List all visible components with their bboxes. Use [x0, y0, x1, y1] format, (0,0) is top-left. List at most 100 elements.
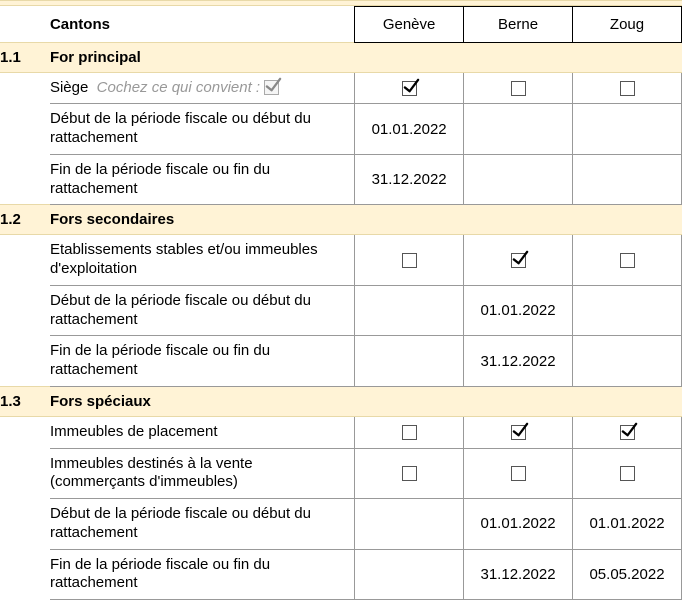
row-label-prefix: Siège	[50, 79, 88, 96]
section-row-1.2: 1.2Fors secondaires	[0, 205, 682, 235]
section-row-1.3: 1.3Fors spéciaux	[0, 386, 682, 416]
body-row: Début de la période fiscale ou début du …	[0, 285, 682, 336]
row-label-cell: Immeubles de placement	[50, 416, 355, 448]
row-num-spacer	[0, 285, 50, 336]
check-cell	[573, 416, 682, 448]
value-cell: 31.12.2022	[355, 154, 464, 205]
value-cell: 31.12.2022	[464, 549, 573, 600]
canton-header-1: Berne	[464, 7, 573, 43]
value-cell	[355, 499, 464, 550]
value-cell: 01.01.2022	[573, 499, 682, 550]
section-title: Fors secondaires	[50, 205, 682, 235]
body-row: Immeubles destinés à la vente (commerçan…	[0, 448, 682, 499]
row-label: Début de la période fiscale ou début du …	[50, 292, 311, 328]
checkbox-icon[interactable]	[402, 253, 417, 268]
cantons-table: CantonsGenèveBerneZoug1.1For principalSi…	[0, 6, 682, 600]
row-num-spacer	[0, 549, 50, 600]
value-cell	[573, 154, 682, 205]
check-cell	[464, 72, 573, 104]
check-cell	[355, 416, 464, 448]
row-label-cell: Début de la période fiscale ou début du …	[50, 499, 355, 550]
row-num-spacer	[0, 154, 50, 205]
row-label: Immeubles de placement	[50, 423, 218, 440]
check-cell	[573, 235, 682, 286]
value-cell	[355, 285, 464, 336]
body-row: Fin de la période fiscale ou fin du ratt…	[0, 549, 682, 600]
section-number: 1.3	[0, 386, 50, 416]
checkbox-icon[interactable]	[511, 81, 526, 96]
section-number: 1.2	[0, 205, 50, 235]
row-label: Fin de la période fiscale ou fin du ratt…	[50, 556, 270, 592]
check-cell	[355, 235, 464, 286]
checkbox-icon[interactable]	[402, 81, 417, 96]
header-num-spacer	[0, 7, 50, 43]
row-label-cell: Début de la période fiscale ou début du …	[50, 104, 355, 155]
value-cell	[573, 285, 682, 336]
header-title: Cantons	[50, 7, 355, 43]
row-label-cell: Etablissements stables et/ou immeubles d…	[50, 235, 355, 286]
check-cell	[464, 416, 573, 448]
body-row: Siège Cochez ce qui convient :	[0, 72, 682, 104]
row-label-cell: Fin de la période fiscale ou fin du ratt…	[50, 154, 355, 205]
value-cell: 31.12.2022	[464, 336, 573, 387]
row-num-spacer	[0, 416, 50, 448]
body-row: Début de la période fiscale ou début du …	[0, 499, 682, 550]
check-cell	[355, 448, 464, 499]
canton-header-2: Zoug	[573, 7, 682, 43]
check-cell	[464, 448, 573, 499]
row-num-spacer	[0, 104, 50, 155]
checkbox-icon[interactable]	[620, 425, 635, 440]
section-title: Fors spéciaux	[50, 386, 682, 416]
body-row: Début de la période fiscale ou début du …	[0, 104, 682, 155]
check-cell	[355, 72, 464, 104]
row-label: Etablissements stables et/ou immeubles d…	[50, 241, 318, 277]
value-cell	[355, 336, 464, 387]
checkbox-icon[interactable]	[264, 80, 279, 95]
row-label: Fin de la période fiscale ou fin du ratt…	[50, 161, 270, 197]
row-label-cell: Immeubles destinés à la vente (commerçan…	[50, 448, 355, 499]
row-label-hint: Cochez ce qui convient :	[97, 79, 260, 96]
body-row: Immeubles de placement	[0, 416, 682, 448]
value-cell: 01.01.2022	[464, 499, 573, 550]
value-cell	[573, 104, 682, 155]
section-title: For principal	[50, 42, 682, 72]
row-label-cell: Début de la période fiscale ou début du …	[50, 285, 355, 336]
checkbox-icon[interactable]	[402, 425, 417, 440]
check-cell	[464, 235, 573, 286]
value-cell	[355, 549, 464, 600]
value-cell: 01.01.2022	[464, 285, 573, 336]
row-num-spacer	[0, 72, 50, 104]
row-num-spacer	[0, 448, 50, 499]
row-label-cell: Fin de la période fiscale ou fin du ratt…	[50, 549, 355, 600]
value-cell: 01.01.2022	[355, 104, 464, 155]
section-number: 1.1	[0, 42, 50, 72]
checkbox-icon[interactable]	[620, 81, 635, 96]
checkbox-icon[interactable]	[620, 466, 635, 481]
body-row: Fin de la période fiscale ou fin du ratt…	[0, 336, 682, 387]
section-row-1.1: 1.1For principal	[0, 42, 682, 72]
row-label-cell: Fin de la période fiscale ou fin du ratt…	[50, 336, 355, 387]
value-cell: 05.05.2022	[573, 549, 682, 600]
row-label: Fin de la période fiscale ou fin du ratt…	[50, 342, 270, 378]
page-container: CantonsGenèveBerneZoug1.1For principalSi…	[0, 0, 682, 600]
value-cell	[464, 154, 573, 205]
row-label: Immeubles destinés à la vente (commerçan…	[50, 455, 253, 491]
canton-header-0: Genève	[355, 7, 464, 43]
checkbox-icon[interactable]	[511, 253, 526, 268]
row-label: Début de la période fiscale ou début du …	[50, 505, 311, 541]
checkbox-icon[interactable]	[402, 466, 417, 481]
body-row: Fin de la période fiscale ou fin du ratt…	[0, 154, 682, 205]
body-row: Etablissements stables et/ou immeubles d…	[0, 235, 682, 286]
row-num-spacer	[0, 499, 50, 550]
row-label: Début de la période fiscale ou début du …	[50, 110, 311, 146]
header-row: CantonsGenèveBerneZoug	[0, 7, 682, 43]
value-cell	[464, 104, 573, 155]
checkbox-icon[interactable]	[511, 466, 526, 481]
checkbox-icon[interactable]	[511, 425, 526, 440]
row-num-spacer	[0, 336, 50, 387]
check-cell	[573, 72, 682, 104]
checkbox-icon[interactable]	[620, 253, 635, 268]
check-cell	[573, 448, 682, 499]
row-num-spacer	[0, 235, 50, 286]
value-cell	[573, 336, 682, 387]
